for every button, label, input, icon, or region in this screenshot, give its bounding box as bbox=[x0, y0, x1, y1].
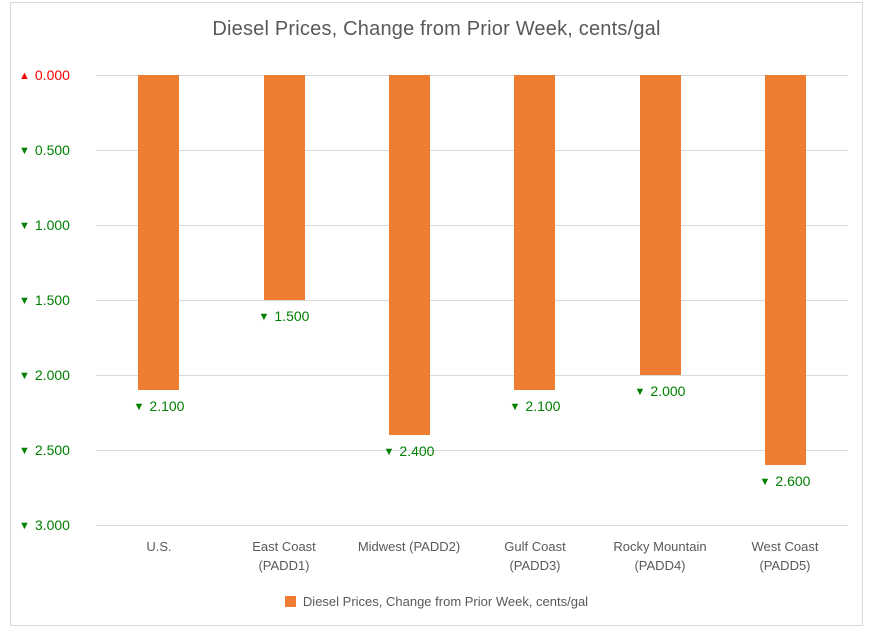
y-axis-tick-label: ▼ 1.000 bbox=[19, 217, 99, 235]
data-label-midwest-padd2: ▼ 2.400 bbox=[349, 443, 469, 461]
bar-gulf-coast-padd3 bbox=[514, 75, 555, 390]
down-triangle-icon: ▼ bbox=[19, 220, 30, 232]
legend-label: Diesel Prices, Change from Prior Week, c… bbox=[302, 594, 589, 609]
y-axis-tick-label: ▼ 1.500 bbox=[19, 292, 99, 310]
data-label-us: ▼ 2.100 bbox=[99, 398, 219, 416]
data-label-west-coast-padd5: ▼ 2.600 bbox=[725, 473, 845, 491]
bar-west-coast-padd5 bbox=[765, 75, 806, 465]
down-triangle-icon: ▼ bbox=[19, 520, 30, 532]
down-triangle-icon: ▼ bbox=[634, 386, 646, 398]
data-label-value: 2.100 bbox=[525, 398, 561, 414]
data-label-value: 2.600 bbox=[775, 473, 811, 489]
y-gridline bbox=[96, 150, 848, 151]
y-axis-tick-label: ▼ 0.500 bbox=[19, 142, 99, 160]
y-gridline bbox=[96, 450, 848, 451]
up-triangle-icon: ▲ bbox=[19, 70, 30, 82]
legend-swatch-icon bbox=[284, 596, 296, 607]
diesel-price-change-chart: Diesel Prices, Change from Prior Week, c… bbox=[10, 2, 863, 626]
y-gridline bbox=[96, 300, 848, 301]
y-tick-value: 1.500 bbox=[34, 292, 70, 308]
down-triangle-icon: ▼ bbox=[19, 295, 30, 307]
data-label-rocky-mountain-padd4: ▼ 2.000 bbox=[600, 383, 720, 401]
y-axis-tick-label: ▼ 2.500 bbox=[19, 442, 99, 460]
data-label-value: 1.500 bbox=[274, 308, 310, 324]
category-label-gulf-coast-padd3: Gulf Coast (PADD3) bbox=[504, 539, 566, 573]
down-triangle-icon: ▼ bbox=[133, 401, 145, 413]
y-tick-value: 0.500 bbox=[34, 142, 70, 158]
category-label-midwest-padd2: Midwest (PADD2) bbox=[357, 539, 461, 554]
category-label-west-coast-padd5: West Coast (PADD5) bbox=[751, 539, 819, 573]
data-label-gulf-coast-padd3: ▼ 2.100 bbox=[475, 398, 595, 416]
y-tick-value: 1.000 bbox=[34, 217, 70, 233]
y-tick-value: 3.000 bbox=[34, 517, 70, 533]
category-label-rocky-mountain-padd4: Rocky Mountain (PADD4) bbox=[613, 539, 707, 573]
down-triangle-icon: ▼ bbox=[19, 145, 30, 157]
y-tick-value: 2.000 bbox=[34, 367, 70, 383]
data-label-value: 2.000 bbox=[650, 383, 686, 399]
bar-midwest-padd2 bbox=[389, 75, 430, 435]
legend: Diesel Prices, Change from Prior Week, c… bbox=[11, 594, 862, 609]
data-label-east-coast-padd1: ▼ 1.500 bbox=[224, 308, 344, 326]
y-gridline bbox=[96, 375, 848, 376]
y-gridline bbox=[96, 75, 848, 76]
down-triangle-icon: ▼ bbox=[509, 401, 521, 413]
bar-us bbox=[138, 75, 179, 390]
chart-title: Diesel Prices, Change from Prior Week, c… bbox=[212, 18, 661, 40]
y-axis-tick-label: ▼ 3.000 bbox=[19, 517, 99, 535]
down-triangle-icon: ▼ bbox=[383, 446, 395, 458]
category-label-east-coast-padd1: East Coast (PADD1) bbox=[252, 539, 316, 573]
y-gridline bbox=[96, 525, 848, 526]
y-gridline bbox=[96, 225, 848, 226]
down-triangle-icon: ▼ bbox=[759, 476, 771, 488]
down-triangle-icon: ▼ bbox=[19, 370, 30, 382]
y-tick-value: 2.500 bbox=[34, 442, 70, 458]
category-label-us: U.S. bbox=[146, 539, 172, 554]
y-axis-tick-label: ▲ 0.000 bbox=[19, 67, 99, 85]
bar-rocky-mountain-padd4 bbox=[640, 75, 681, 375]
data-label-value: 2.100 bbox=[149, 398, 185, 414]
data-label-value: 2.400 bbox=[399, 443, 435, 459]
down-triangle-icon: ▼ bbox=[19, 445, 30, 457]
bar-east-coast-padd1 bbox=[264, 75, 305, 300]
down-triangle-icon: ▼ bbox=[258, 311, 270, 323]
y-tick-value: 0.000 bbox=[34, 67, 70, 83]
y-axis-tick-label: ▼ 2.000 bbox=[19, 367, 99, 385]
plot-area: ▲ 0.000 ▼ 0.500 ▼ 1.000 ▼ 1.500 ▼ 2.000 ▼ 2.500 ▼ 3.0… bbox=[11, 3, 862, 625]
